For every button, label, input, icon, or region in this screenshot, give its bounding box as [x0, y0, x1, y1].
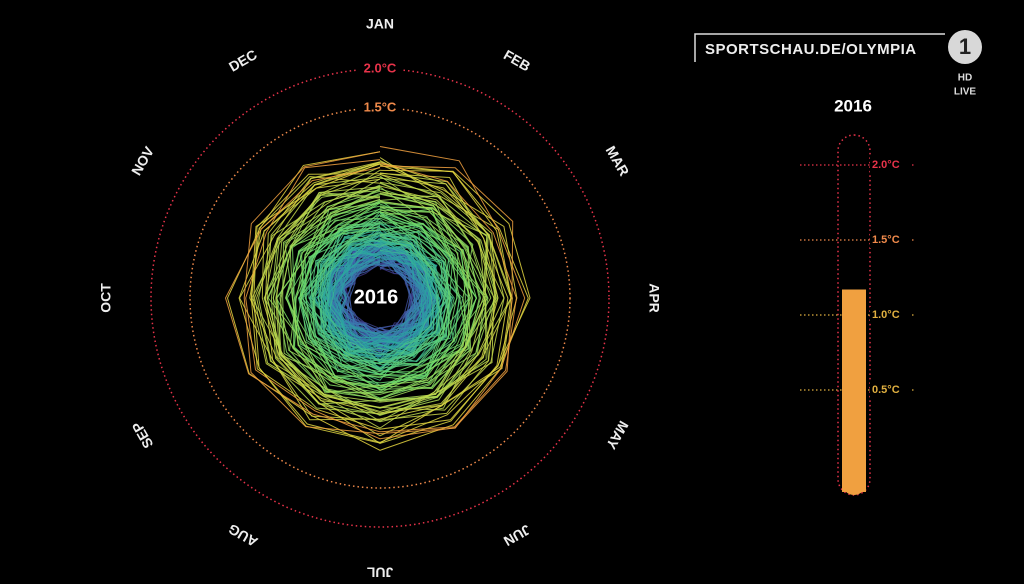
spiral-trace — [239, 163, 513, 421]
url-frame — [694, 33, 945, 62]
ring-label: 1.5°C — [364, 99, 397, 114]
spiral-trace — [308, 222, 461, 370]
badge-live: LIVE — [954, 87, 977, 98]
spiral-trace — [320, 229, 445, 362]
spiral-trace — [291, 201, 482, 389]
month-label: APR — [646, 283, 662, 313]
month-label: OCT — [98, 283, 114, 313]
logo: 1 — [959, 34, 971, 59]
spiral-trace — [265, 160, 497, 421]
spiral-trace — [308, 212, 450, 364]
thermometer-tube — [837, 134, 871, 496]
temperature-ring — [189, 107, 571, 489]
ring-label: 2.0°C — [364, 60, 397, 75]
spiral-trace — [294, 202, 471, 373]
center-year: 2016 — [354, 286, 399, 308]
spiral-trace — [309, 225, 444, 372]
spiral-trace — [256, 173, 505, 414]
spiral-trace — [243, 146, 526, 435]
month-label: JAN — [366, 16, 394, 32]
tick-label-bg — [870, 382, 910, 398]
spiral-trace — [294, 205, 474, 389]
spiral-trace — [266, 161, 495, 408]
tick-label: 0.5°C — [872, 384, 900, 396]
spiral-trace — [298, 211, 460, 373]
spiral-trace — [245, 159, 514, 440]
tick-label-bg — [870, 157, 910, 173]
month-label: JUL — [366, 564, 393, 580]
spiral-trace — [275, 182, 488, 423]
thermometer: 2016 0.5°C 1.0°C 1.5°C 2.0°C — [800, 96, 916, 496]
spiral-trace — [288, 190, 474, 394]
tick-label: 1.0°C — [872, 309, 900, 321]
thermometer-fill — [842, 289, 866, 492]
spiral-trace — [224, 162, 517, 433]
spiral-trace — [253, 164, 518, 443]
ring-label-bg — [358, 60, 402, 78]
spiral-trace — [276, 193, 486, 400]
spiral-trace — [226, 151, 512, 451]
tick-label-bg — [870, 232, 910, 248]
spiral-trace — [263, 176, 492, 409]
thermometer-bulb-end — [842, 483, 866, 495]
tick-label-bg — [870, 307, 910, 323]
spiral-trace — [312, 210, 470, 377]
spiral-trace — [319, 223, 453, 363]
channel-url: SPORTSCHAU.DE/OLYMPIA — [705, 41, 917, 58]
ring-label-bg — [358, 99, 402, 117]
spiral-trace — [329, 237, 429, 352]
spiral-trace — [251, 166, 496, 413]
spiral-trace — [289, 184, 471, 394]
temperature-ring — [150, 68, 610, 528]
spiral-trace — [285, 208, 459, 379]
spiral-trace — [250, 163, 531, 430]
thermometer-title: 2016 — [834, 96, 872, 115]
tick-label: 1.5°C — [872, 234, 900, 246]
spiral-trace — [308, 212, 451, 369]
spiral-trace — [238, 163, 529, 444]
tick-label: 2.0°C — [872, 159, 900, 171]
logo-circle — [948, 30, 982, 64]
spiral-trace — [263, 190, 488, 416]
badge-hd: HD — [958, 73, 972, 84]
